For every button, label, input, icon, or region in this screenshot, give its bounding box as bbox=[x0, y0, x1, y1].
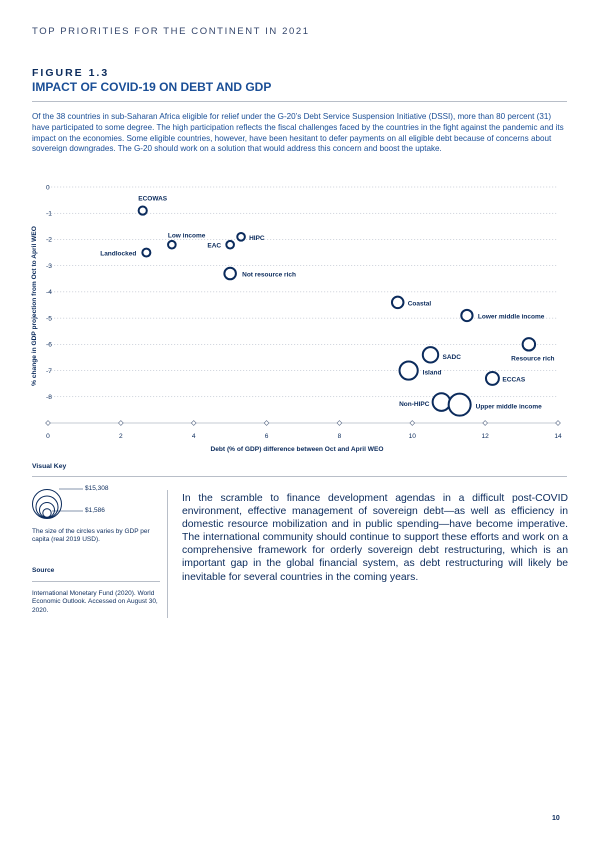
data-point-label: ECCAS bbox=[502, 376, 525, 383]
data-point-circle bbox=[141, 247, 152, 258]
data-point-circle bbox=[167, 239, 177, 250]
y-tick-label: -2 bbox=[46, 237, 52, 244]
y-tick-label: -4 bbox=[46, 289, 52, 296]
body-paragraph: In the scramble to finance development a… bbox=[182, 493, 568, 583]
size-legend-circle-smallest bbox=[42, 508, 52, 518]
page-number: 10 bbox=[552, 815, 560, 822]
data-point-circle bbox=[421, 346, 440, 364]
x-tick-label: 6 bbox=[265, 433, 269, 440]
data-point-label: EAC bbox=[207, 243, 221, 250]
data-point-label: Island bbox=[423, 370, 442, 377]
y-tick-label: 0 bbox=[46, 184, 50, 191]
size-legend-circle-mid bbox=[35, 495, 59, 519]
data-point-label: Not resource rich bbox=[242, 272, 296, 279]
data-point-circle bbox=[398, 360, 419, 381]
data-point-circle bbox=[484, 370, 500, 386]
x-tick-label: 8 bbox=[338, 433, 342, 440]
x-tick-marker bbox=[336, 420, 343, 426]
size-legend-small-value: $1,586 bbox=[85, 507, 105, 514]
figure-title: IMPACT OF COVID-19 ON DEBT AND GDP bbox=[32, 80, 272, 94]
data-point-label: SADC bbox=[443, 354, 462, 361]
x-tick-label: 14 bbox=[554, 433, 562, 440]
size-legend bbox=[32, 488, 83, 519]
x-tick-marker bbox=[190, 420, 197, 426]
data-point-label: Upper middle income bbox=[476, 404, 542, 411]
running-header: TOP PRIORITIES FOR THE CONTINENT IN 2021 bbox=[32, 26, 310, 37]
visual-key-title: Visual Key bbox=[32, 463, 67, 470]
y-tick-label: -5 bbox=[46, 315, 52, 322]
data-point-circle bbox=[137, 205, 148, 216]
data-point-label: Low income bbox=[168, 233, 206, 240]
x-tick-label: 10 bbox=[409, 433, 417, 440]
data-point-label: Coastal bbox=[408, 300, 432, 307]
visual-key-divider bbox=[32, 476, 567, 477]
x-tick-label: 12 bbox=[481, 433, 489, 440]
x-axis-label: Debt (% of GDP) difference between Oct a… bbox=[210, 446, 383, 453]
size-legend-circle-small bbox=[39, 502, 55, 518]
data-point-circle bbox=[223, 266, 237, 281]
y-tick-label: -8 bbox=[46, 394, 52, 401]
data-point-circle bbox=[431, 392, 452, 412]
column-divider bbox=[167, 490, 168, 618]
figure-intro-paragraph: Of the 38 countries in sub-Saharan Afric… bbox=[32, 112, 564, 154]
source-divider bbox=[32, 581, 160, 582]
y-axis-label: % change in GDP projection from Oct to A… bbox=[31, 226, 38, 386]
x-tick-label: 4 bbox=[192, 433, 196, 440]
data-point-circle bbox=[225, 239, 235, 250]
y-tick-label: -6 bbox=[46, 342, 52, 349]
source-text: International Monetary Fund (2020). Worl… bbox=[32, 590, 158, 614]
y-tick-label: -7 bbox=[46, 368, 52, 375]
data-point-circle bbox=[390, 295, 405, 310]
source-title: Source bbox=[32, 567, 55, 574]
data-point-circle bbox=[236, 232, 246, 242]
x-tick-label: 2 bbox=[119, 433, 123, 440]
x-tick-marker bbox=[409, 420, 416, 426]
x-tick-marker bbox=[45, 420, 51, 426]
data-point-label: Landlocked bbox=[100, 251, 136, 258]
x-tick-marker bbox=[482, 420, 488, 426]
figure-label: FIGURE 1.3 bbox=[32, 67, 110, 79]
x-tick-marker bbox=[118, 420, 124, 426]
y-tick-label: -3 bbox=[46, 263, 52, 270]
data-point-label: Resource rich bbox=[511, 355, 554, 362]
data-point-label: ECOWAS bbox=[138, 196, 168, 203]
size-legend-large-value: $15,308 bbox=[85, 485, 109, 492]
scatter-chart: % change in GDP projection from Oct to A… bbox=[31, 184, 562, 453]
data-point-label: Lower middle income bbox=[478, 313, 545, 320]
data-point-circle bbox=[521, 337, 537, 352]
data-point-label: HIPC bbox=[249, 235, 265, 242]
x-tick-marker bbox=[263, 420, 270, 426]
x-tick-label: 0 bbox=[46, 433, 50, 440]
title-divider bbox=[32, 101, 567, 102]
x-tick-marker bbox=[555, 420, 561, 426]
data-point-circle bbox=[447, 392, 472, 417]
data-point-label: Non-HIPC bbox=[399, 401, 430, 408]
data-point-circle bbox=[460, 308, 474, 323]
visual-key-note: The size of the circles varies by GDP pe… bbox=[32, 528, 150, 544]
y-tick-label: -1 bbox=[46, 211, 52, 218]
